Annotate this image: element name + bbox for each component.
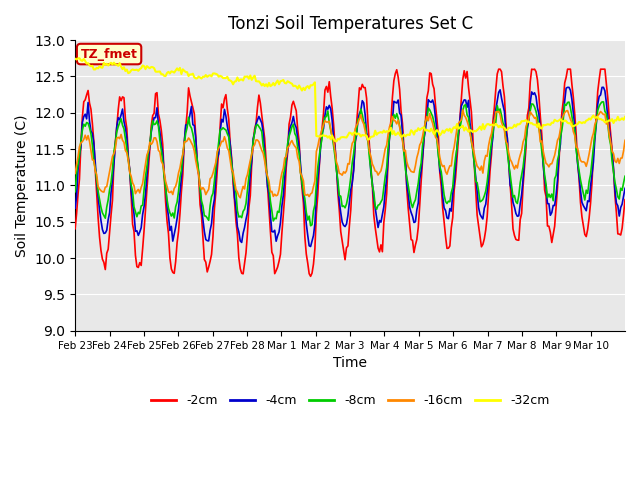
Title: Tonzi Soil Temperatures Set C: Tonzi Soil Temperatures Set C	[227, 15, 472, 33]
Y-axis label: Soil Temperature (C): Soil Temperature (C)	[15, 114, 29, 257]
Text: TZ_fmet: TZ_fmet	[81, 48, 138, 60]
Legend: -2cm, -4cm, -8cm, -16cm, -32cm: -2cm, -4cm, -8cm, -16cm, -32cm	[146, 389, 554, 412]
X-axis label: Time: Time	[333, 356, 367, 370]
